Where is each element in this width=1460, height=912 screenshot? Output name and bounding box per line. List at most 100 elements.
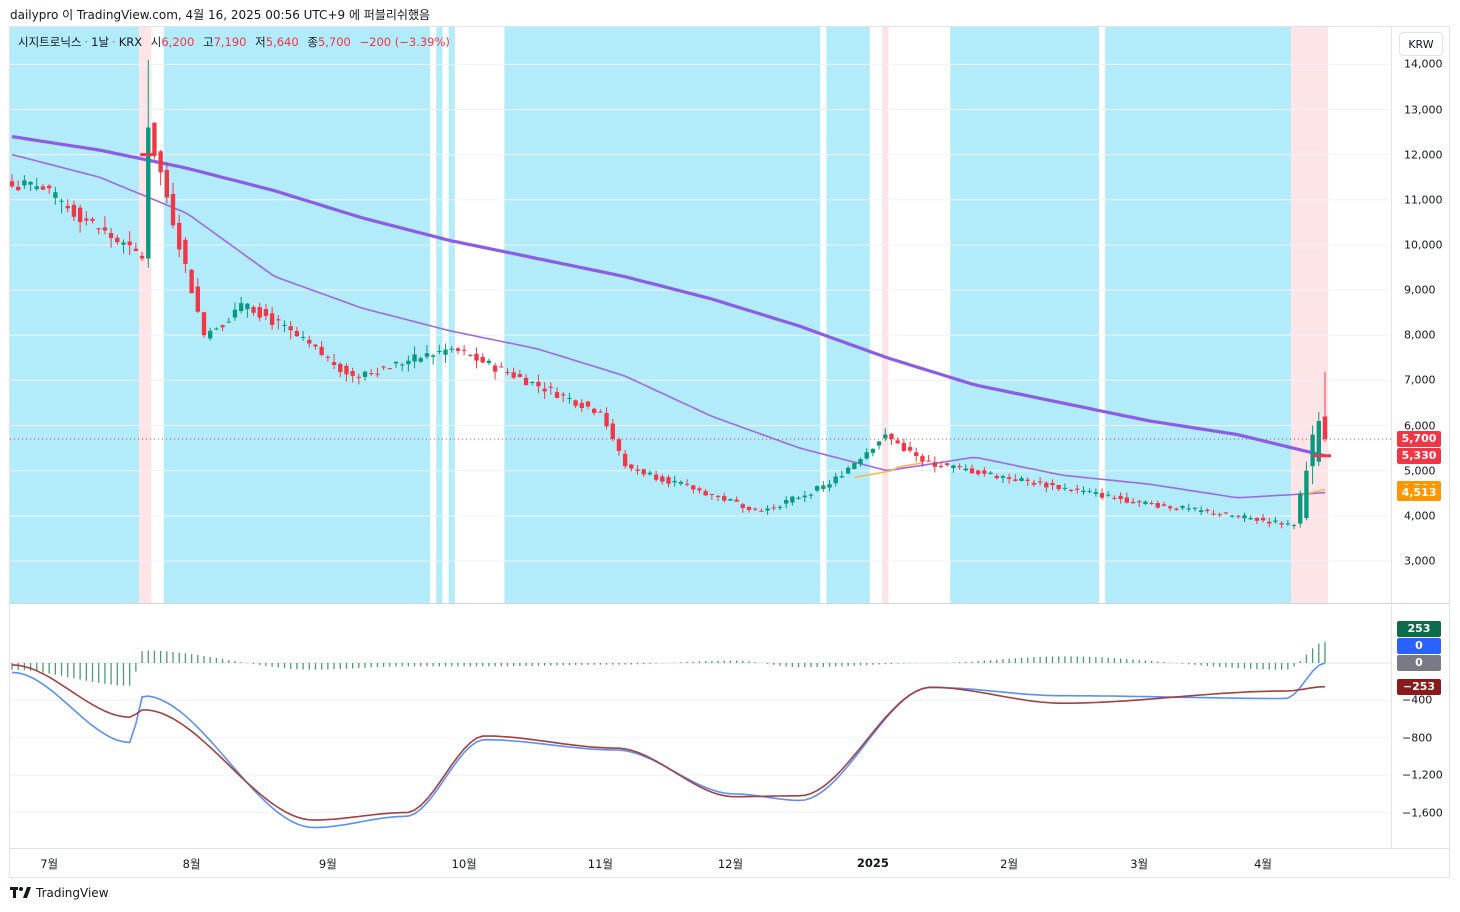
candle-body [1149, 503, 1154, 505]
interval-label[interactable]: 1날 [91, 35, 110, 49]
candle [362, 370, 368, 381]
candle-body [579, 402, 584, 408]
symbol-name[interactable]: 시지트로닉스 [18, 35, 82, 49]
candle [753, 507, 758, 511]
candle [245, 302, 250, 318]
candle [350, 367, 355, 383]
candle-body [684, 483, 690, 485]
candle-body [1000, 476, 1006, 478]
macd-pane[interactable] [10, 604, 1391, 848]
candle [573, 399, 578, 409]
candle [567, 392, 572, 404]
candle [77, 204, 83, 233]
candle-body [1013, 479, 1018, 481]
candle [325, 355, 331, 362]
candle-body [1155, 503, 1160, 508]
candle-body [127, 241, 132, 246]
symbol-legend[interactable]: 시지트로닉스 · 1날 · KRX 시6,200 고7,190 저5,640 종5,70… [18, 35, 450, 49]
candle [1273, 517, 1278, 524]
candle [1149, 500, 1154, 505]
candle-body [629, 464, 634, 469]
macd-badge: 0 [1397, 655, 1441, 671]
candle-body [71, 204, 77, 217]
candle [982, 467, 987, 477]
candle [932, 456, 937, 473]
candle [474, 347, 479, 369]
candle [1161, 501, 1167, 507]
candle-body [214, 328, 219, 330]
candle [400, 362, 405, 372]
candle-body [1075, 488, 1080, 490]
candle [1236, 514, 1241, 519]
candlestick-chart[interactable] [10, 27, 1391, 603]
candle-body [350, 370, 355, 376]
currency-button[interactable]: KRW [1399, 32, 1443, 56]
candle-body [889, 433, 894, 440]
candle-body [938, 466, 944, 468]
candle [195, 277, 200, 314]
candle [765, 505, 770, 515]
candle-body [691, 485, 696, 490]
candle [294, 327, 300, 337]
pane-separator[interactable] [10, 603, 1449, 604]
tradingview-logo[interactable]: TradingView [10, 886, 109, 900]
macd-tick-label: −400 [1402, 693, 1433, 707]
candle-body [1279, 523, 1284, 525]
background-band [882, 27, 889, 603]
candle-body [300, 336, 306, 338]
candle-body [1081, 490, 1086, 493]
candle-body [294, 331, 300, 337]
price-axis-border [1391, 27, 1392, 848]
candle [412, 346, 417, 369]
candle [1254, 517, 1260, 524]
candle-body [177, 223, 182, 250]
candle-body [1161, 504, 1167, 506]
candle [536, 374, 541, 394]
macd-chart[interactable] [10, 604, 1391, 848]
candle [319, 341, 324, 357]
candle [876, 440, 882, 450]
candle-body [115, 237, 120, 243]
price-pane[interactable] [10, 27, 1391, 603]
candle-body [573, 400, 578, 406]
candle-body [1099, 493, 1105, 498]
low-label: 저 [255, 35, 266, 49]
candle-body [1087, 491, 1092, 493]
candle [127, 231, 132, 255]
candle-body [982, 470, 987, 474]
candle-body [988, 472, 993, 474]
candle-body [957, 466, 962, 468]
candle-body [362, 371, 368, 377]
candle [1192, 507, 1198, 512]
candle [1000, 474, 1006, 483]
publish-caption: dailypro 이 TradingView.com, 4월 16, 2025 … [10, 8, 431, 22]
candle-body [430, 355, 436, 357]
candle [338, 362, 343, 378]
background-band [138, 27, 152, 603]
background-band [826, 27, 870, 603]
candle [1211, 509, 1216, 516]
candle [1112, 495, 1117, 501]
candle-body [660, 476, 665, 482]
candle-body [1037, 481, 1043, 483]
candle [1019, 475, 1024, 482]
candle [499, 362, 504, 368]
candle-body [858, 459, 863, 464]
candle-body [505, 372, 510, 374]
candle [437, 344, 442, 355]
candle-body [108, 233, 114, 239]
candle [759, 508, 764, 512]
candle-body [709, 493, 715, 495]
candle-body [486, 360, 492, 363]
candle-body [1031, 482, 1037, 485]
candle-body [567, 397, 572, 399]
candle-body [146, 127, 151, 259]
candle-body [715, 495, 721, 497]
candle [251, 305, 256, 316]
candle [852, 461, 857, 470]
price-badge: 4,513 [1397, 485, 1441, 502]
candle [579, 399, 584, 412]
candle [1322, 371, 1328, 442]
candle-body [728, 499, 733, 501]
candle [1198, 506, 1204, 516]
